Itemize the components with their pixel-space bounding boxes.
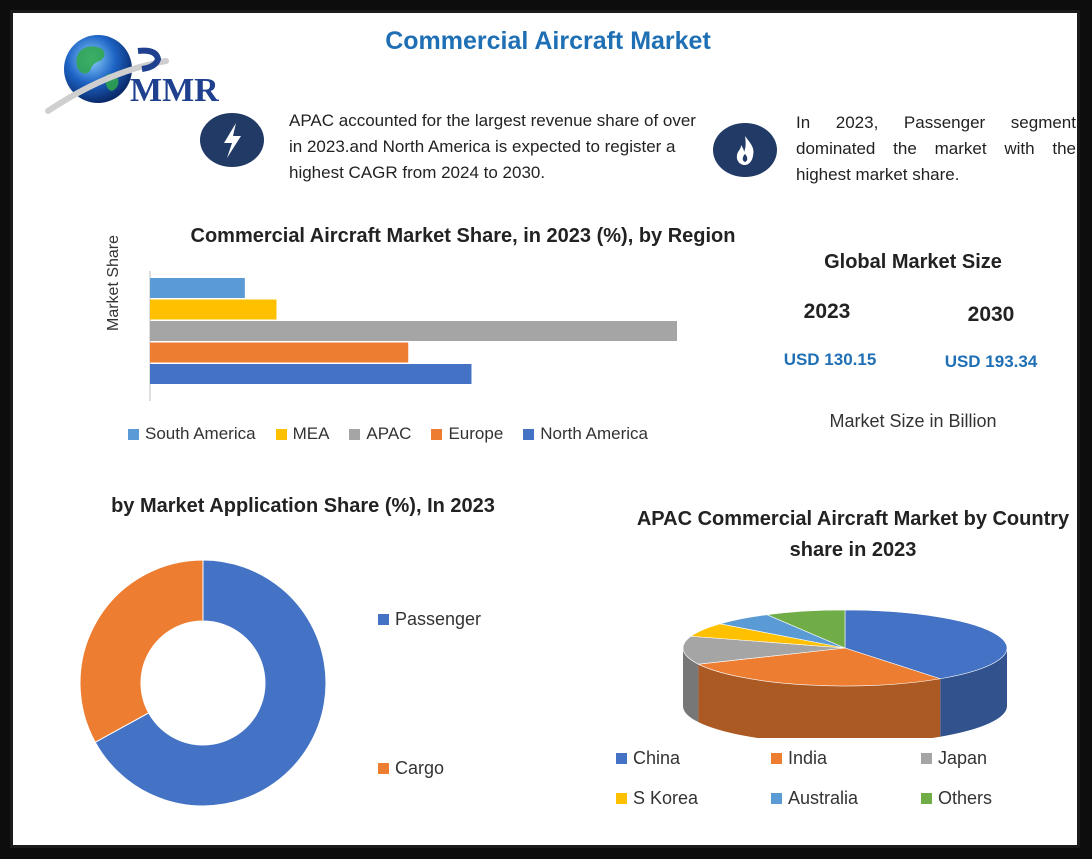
legend-swatch <box>431 428 443 440</box>
page-title: Commercial Aircraft Market <box>385 27 711 55</box>
year-2030: 2030 <box>967 303 1015 326</box>
lightning-badge <box>200 113 264 167</box>
pie-wall-japan <box>683 648 699 723</box>
bar-chart-title: Commercial Aircraft Market Share, in 202… <box>190 225 736 247</box>
bar-apac <box>150 321 677 341</box>
legend-swatch <box>616 793 627 804</box>
legend-label: APAC <box>366 424 412 443</box>
legend-swatch <box>523 428 535 440</box>
infographic-frame: MMR Commercial Aircraft Market APAC acco… <box>10 10 1080 848</box>
year-2023: 2023 <box>803 300 851 323</box>
lightning-icon <box>224 123 241 158</box>
donut-chart <box>79 559 327 807</box>
flame-badge <box>713 123 777 177</box>
bar-south-america <box>150 278 245 298</box>
legend-swatch <box>921 793 932 804</box>
logo-text: MMR <box>130 72 219 109</box>
legend-label: Others <box>938 788 993 808</box>
bar-legend-item: APAC <box>349 424 411 444</box>
pie-legend-item: Japan <box>921 748 987 769</box>
note-left: APAC accounted for the largest revenue s… <box>289 111 696 182</box>
pie-slice-japan <box>682 635 846 665</box>
pie-slice-china <box>844 609 1008 680</box>
legend-swatch <box>349 428 361 440</box>
passenger-swatch <box>378 614 389 625</box>
legend-label: S Korea <box>633 788 699 808</box>
legend-swatch <box>921 753 932 764</box>
legend-label: South America <box>145 424 256 443</box>
pie-slice-others <box>765 609 846 649</box>
bar-chart-ylabel: Market Share <box>105 234 122 331</box>
donut-legend-cargo: Cargo <box>378 758 444 779</box>
legend-swatch <box>771 753 782 764</box>
legend-label: India <box>788 748 828 768</box>
legend-label: China <box>633 748 681 768</box>
flame-icon <box>736 136 754 165</box>
bar-legend-item: Europe <box>431 424 503 444</box>
bar-legend-item: South America <box>128 424 256 444</box>
legend-swatch <box>275 428 287 440</box>
pie-legend-item: India <box>771 748 827 769</box>
bar-legend-item: MEA <box>275 424 330 444</box>
pie-wall-china <box>940 648 1007 737</box>
legend-label: North America <box>540 424 648 443</box>
pie-slice-india <box>697 647 941 687</box>
global-market-title: Global Market Size <box>824 251 1002 273</box>
legend-swatch <box>128 428 139 440</box>
cargo-swatch <box>378 763 389 774</box>
bar-north-america <box>150 364 472 384</box>
legend-label: MEA <box>292 424 330 443</box>
pie-legend-item: S Korea <box>616 788 698 809</box>
donut-slice-passenger <box>94 559 327 807</box>
mmr-logo: MMR <box>45 35 219 114</box>
pie-legend-item: China <box>616 748 680 769</box>
note-right: In 2023, Passenger segment dominated the… <box>796 113 1076 184</box>
pie-legend-item: Others <box>921 788 992 809</box>
legend-label: Europe <box>448 424 504 443</box>
donut-legend-label: Passenger <box>395 609 482 629</box>
donut-slice-cargo <box>79 559 204 743</box>
bar-chart <box>149 271 677 401</box>
legend-swatch <box>771 793 782 804</box>
donut-legend-label: Cargo <box>395 758 445 778</box>
legend-swatch <box>616 753 627 764</box>
bar-chart-legend: South America MEA APAC Europe North America <box>128 424 668 444</box>
pie-chart-title: APAC Commercial Aircraft Market by Count… <box>636 508 1070 561</box>
pie-chart <box>682 609 1008 738</box>
bar-mea <box>150 299 277 320</box>
donut-chart-title: by Market Application Share (%), In 2023 <box>111 495 495 517</box>
bar-europe <box>150 342 409 363</box>
market-size-unit: Market Size in Billion <box>829 411 997 431</box>
bar-legend-item: North America <box>523 424 648 444</box>
donut-legend-passenger: Passenger <box>378 609 481 630</box>
pie-legend-item: Australia <box>771 788 858 809</box>
value-2030: USD 193.34 <box>944 352 1038 371</box>
legend-label: Japan <box>938 748 988 768</box>
value-2023: USD 130.15 <box>783 350 877 369</box>
legend-label: Australia <box>788 788 859 808</box>
pie-wall-india <box>698 664 941 738</box>
